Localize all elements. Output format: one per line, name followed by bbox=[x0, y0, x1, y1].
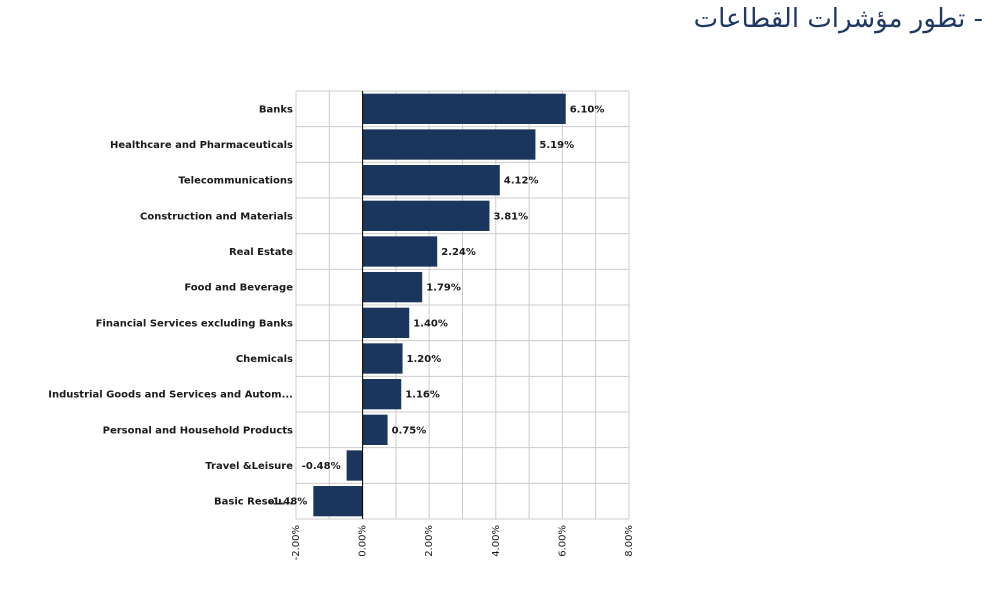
x-tick-labels: -2.00% 0.00% 2.00% 4.00% 6.00% 8.00% bbox=[291, 525, 635, 560]
bar bbox=[362, 414, 388, 445]
bar bbox=[362, 379, 402, 410]
category-label: Healthcare and Pharmaceuticals bbox=[110, 140, 293, 151]
category-label: Chemicals bbox=[236, 354, 293, 365]
value-label: -0.48% bbox=[302, 461, 341, 472]
category-labels: Banks Healthcare and Pharmaceuticals Telec… bbox=[48, 104, 293, 507]
bar bbox=[362, 236, 438, 267]
category-label: Food and Beverage bbox=[184, 283, 293, 294]
bar bbox=[362, 129, 536, 160]
x-tick-label: 4.00% bbox=[491, 525, 502, 557]
bar bbox=[362, 307, 410, 338]
value-label: 3.81% bbox=[493, 211, 528, 222]
value-label: 6.10% bbox=[570, 104, 605, 115]
page-title: - تطور مؤشرات القطاعات bbox=[693, 4, 983, 34]
value-label: 1.40% bbox=[413, 318, 448, 329]
value-labels: 6.10% 5.19% 4.12% 3.81% 2.24% 1.79% 1.40% 1.20%… bbox=[268, 104, 604, 507]
value-label: 5.19% bbox=[539, 140, 574, 151]
category-label: Banks bbox=[259, 104, 293, 115]
category-label: Personal and Household Products bbox=[103, 425, 293, 436]
bars bbox=[313, 93, 566, 517]
bar bbox=[362, 272, 423, 303]
category-label: Real Estate bbox=[229, 247, 293, 258]
x-tick-label: 2.00% bbox=[424, 525, 435, 557]
value-label: 1.20% bbox=[407, 354, 442, 365]
value-label: 4.12% bbox=[504, 176, 539, 187]
bar bbox=[362, 93, 566, 124]
value-label: 1.79% bbox=[426, 283, 461, 294]
value-label: -1.48% bbox=[268, 497, 307, 508]
x-tick-label: 0.00% bbox=[358, 525, 369, 557]
bar bbox=[346, 450, 363, 481]
category-label: Telecommunications bbox=[178, 176, 293, 187]
bar bbox=[362, 165, 500, 196]
x-tick-label: 6.00% bbox=[557, 525, 568, 557]
category-label: Basic Resou... bbox=[214, 497, 293, 508]
bar bbox=[362, 343, 403, 374]
category-label: Financial Services excluding Banks bbox=[96, 318, 293, 329]
category-label: Industrial Goods and Services and Autom.… bbox=[48, 390, 293, 401]
value-label: 2.24% bbox=[441, 247, 476, 258]
bar bbox=[362, 200, 490, 231]
value-label: 1.16% bbox=[405, 390, 440, 401]
category-label: Construction and Materials bbox=[140, 211, 293, 222]
category-label: Travel &Leisure bbox=[205, 461, 293, 472]
x-tick-label: -2.00% bbox=[291, 525, 302, 560]
bar bbox=[313, 486, 363, 517]
x-tick-label: 8.00% bbox=[624, 525, 635, 557]
value-label: 0.75% bbox=[392, 425, 427, 436]
